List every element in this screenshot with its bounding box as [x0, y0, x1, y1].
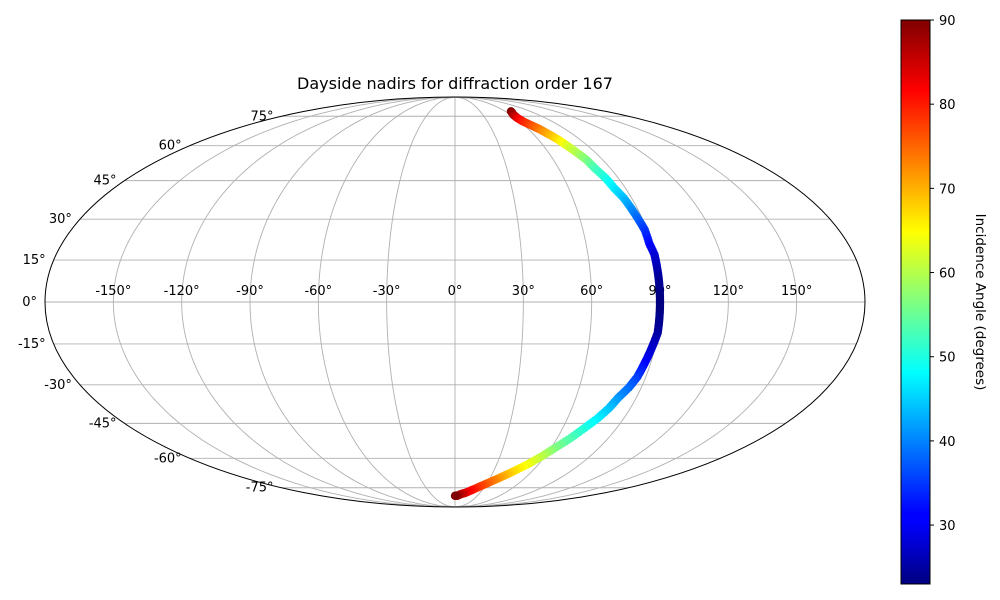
latitude-tick-label: -15° — [18, 337, 46, 352]
longitude-tick-label: -30° — [373, 284, 401, 299]
colorbar-ticks: 30 40 50 60 70 80 90 — [930, 14, 956, 534]
latitude-tick-labels: -75° -60° -45° -30° -15° 0° 15° 30° 45° 60° 75° — [18, 109, 274, 495]
longitude-tick-label: 60° — [580, 284, 603, 299]
longitude-tick-label: 120° — [713, 284, 744, 299]
longitude-tick-labels: -150°-120°-90°-60°-30°0°30°60°90°120°150… — [95, 284, 812, 299]
longitude-tick-label: -60° — [304, 284, 332, 299]
longitude-tick-label: -120° — [164, 284, 200, 299]
colorbar-label: Incidence Angle (degrees) — [972, 214, 988, 391]
colorbar-tick-label: 80 — [939, 98, 956, 113]
longitude-tick-label: 30° — [512, 284, 535, 299]
graticule — [45, 97, 865, 507]
colorbar-tick-label: 90 — [939, 14, 956, 29]
data-point — [450, 491, 460, 501]
longitude-tick-label: -150° — [95, 284, 131, 299]
latitude-tick-label: -30° — [44, 378, 72, 393]
latitude-tick-label: 30° — [49, 212, 72, 227]
chart-title: Dayside nadirs for diffraction order 167 — [297, 74, 613, 93]
colorbar — [900, 19, 931, 585]
latitude-tick-label: 60° — [159, 139, 182, 154]
latitude-tick-label: -75° — [246, 481, 274, 496]
longitude-tick-label: 0° — [448, 284, 463, 299]
data-points — [450, 107, 665, 501]
colorbar-tick-label: 70 — [939, 182, 956, 197]
latitude-tick-label: 45° — [94, 174, 117, 189]
colorbar-tick-label: 60 — [939, 267, 956, 282]
latitude-tick-label: -60° — [154, 451, 182, 466]
longitude-tick-label: -90° — [236, 284, 264, 299]
map-boundary — [44, 96, 866, 508]
colorbar-tick-label: 40 — [939, 435, 956, 450]
colorbar-tick-label: 30 — [939, 519, 956, 534]
latitude-tick-label: 75° — [250, 109, 273, 124]
colorbar-tick-label: 50 — [939, 351, 956, 366]
latitude-tick-label: 15° — [23, 253, 46, 268]
longitude-tick-label: 150° — [781, 284, 812, 299]
latitude-tick-label: 0° — [22, 295, 37, 310]
latitude-tick-label: -45° — [89, 416, 117, 431]
